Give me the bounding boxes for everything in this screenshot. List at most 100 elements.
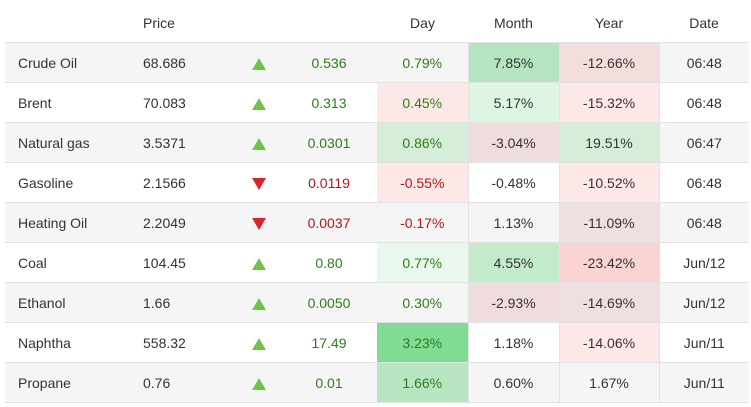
price-value: 558.32: [137, 322, 237, 363]
header-row: Price Day Month Year Date: [5, 3, 749, 43]
update-date: Jun/12: [658, 242, 749, 283]
change-value: 0.0050: [281, 282, 377, 323]
change-value: 0.313: [281, 82, 377, 123]
year-change: -10.52%: [558, 162, 659, 203]
arrow-down-icon: [252, 177, 266, 190]
month-change: -2.93%: [467, 282, 559, 323]
update-date: 06:48: [658, 202, 749, 243]
update-date: 06:48: [658, 162, 749, 203]
direction-cell: [237, 122, 281, 163]
commodity-name[interactable]: Brent: [5, 82, 137, 123]
direction-cell: [237, 322, 281, 363]
month-change: 0.60%: [467, 362, 559, 403]
commodity-name[interactable]: Propane: [5, 362, 137, 403]
arrow-up-icon: [252, 97, 266, 110]
header-day[interactable]: Day: [410, 14, 435, 31]
header-change: [281, 3, 377, 43]
header-month[interactable]: Month: [494, 14, 533, 31]
direction-cell: [237, 282, 281, 323]
table-row[interactable]: Naphtha 558.32 17.49 3.23% 1.18% -14.06% Jun/1…: [5, 322, 749, 363]
arrow-up-icon: [252, 57, 266, 70]
change-value: 0.0037: [281, 202, 377, 243]
table-row[interactable]: Natural gas 3.5371 0.0301 0.86% -3.04% 19.51%…: [5, 122, 749, 163]
commodity-name[interactable]: Naphtha: [5, 322, 137, 363]
table-row[interactable]: Heating Oil 2.2049 0.0037 -0.17% 1.13% -11.09…: [5, 202, 749, 243]
direction-cell: [237, 202, 281, 243]
month-change: 7.85%: [467, 42, 559, 83]
header-year[interactable]: Year: [594, 14, 624, 31]
direction-cell: [237, 162, 281, 203]
header-name: [5, 3, 137, 43]
change-value: 0.80: [281, 242, 377, 283]
month-change: -0.48%: [467, 162, 559, 203]
direction-cell: [237, 242, 281, 283]
update-date: Jun/12: [658, 282, 749, 323]
header-arrow: [237, 3, 281, 43]
day-change: -0.55%: [377, 162, 468, 203]
day-change: 0.77%: [377, 242, 468, 283]
year-change: 19.51%: [558, 122, 659, 163]
day-change: 0.79%: [377, 42, 468, 83]
table-row[interactable]: Propane 0.76 0.01 1.66% 0.60% 1.67% Jun/11: [5, 362, 749, 403]
update-date: 06:47: [658, 122, 749, 163]
day-change: 1.66%: [377, 362, 468, 403]
update-date: 06:48: [658, 42, 749, 83]
arrow-up-icon: [252, 257, 266, 270]
month-change: 5.17%: [467, 82, 559, 123]
month-change: 1.13%: [467, 202, 559, 243]
commodity-name[interactable]: Coal: [5, 242, 137, 283]
change-value: 0.0119: [281, 162, 377, 203]
update-date: Jun/11: [658, 322, 749, 363]
table-row[interactable]: Gasoline 2.1566 0.0119 -0.55% -0.48% -10.52% 0…: [5, 162, 749, 203]
day-change: -0.17%: [377, 202, 468, 243]
commodity-name[interactable]: Crude Oil: [5, 42, 137, 83]
table-row[interactable]: Brent 70.083 0.313 0.45% 5.17% -15.32% 06:48: [5, 82, 749, 123]
month-change: -3.04%: [467, 122, 559, 163]
change-value: 0.0301: [281, 122, 377, 163]
arrow-up-icon: [252, 377, 266, 390]
year-change: -12.66%: [558, 42, 659, 83]
header-date[interactable]: Date: [689, 14, 719, 31]
price-value: 2.1566: [137, 162, 237, 203]
day-change: 0.30%: [377, 282, 468, 323]
arrow-up-icon: [252, 297, 266, 310]
month-change: 4.55%: [467, 242, 559, 283]
header-price[interactable]: Price: [143, 14, 175, 31]
direction-cell: [237, 362, 281, 403]
price-value: 3.5371: [137, 122, 237, 163]
year-change: -14.06%: [558, 322, 659, 363]
price-value: 2.2049: [137, 202, 237, 243]
table-row[interactable]: Ethanol 1.66 0.0050 0.30% -2.93% -14.69% Jun/1…: [5, 282, 749, 323]
arrow-up-icon: [252, 137, 266, 150]
change-value: 0.536: [281, 42, 377, 83]
update-date: 06:48: [658, 82, 749, 123]
year-change: -23.42%: [558, 242, 659, 283]
commodities-table: Price Day Month Year Date Crude Oil 68.68…: [5, 3, 749, 403]
commodity-name[interactable]: Gasoline: [5, 162, 137, 203]
year-change: 1.67%: [558, 362, 659, 403]
price-value: 68.686: [137, 42, 237, 83]
day-change: 3.23%: [377, 322, 468, 363]
direction-cell: [237, 42, 281, 83]
commodity-name[interactable]: Natural gas: [5, 122, 137, 163]
commodity-name[interactable]: Heating Oil: [5, 202, 137, 243]
commodity-name[interactable]: Ethanol: [5, 282, 137, 323]
price-value: 104.45: [137, 242, 237, 283]
price-value: 0.76: [137, 362, 237, 403]
price-value: 1.66: [137, 282, 237, 323]
month-change: 1.18%: [467, 322, 559, 363]
year-change: -15.32%: [558, 82, 659, 123]
change-value: 17.49: [281, 322, 377, 363]
table-row[interactable]: Coal 104.45 0.80 0.77% 4.55% -23.42% Jun/12: [5, 242, 749, 283]
update-date: Jun/11: [658, 362, 749, 403]
change-value: 0.01: [281, 362, 377, 403]
day-change: 0.45%: [377, 82, 468, 123]
year-change: -11.09%: [558, 202, 659, 243]
year-change: -14.69%: [558, 282, 659, 323]
price-value: 70.083: [137, 82, 237, 123]
arrow-up-icon: [252, 337, 266, 350]
day-change: 0.86%: [377, 122, 468, 163]
table-row[interactable]: Crude Oil 68.686 0.536 0.79% 7.85% -12.66% 06:…: [5, 42, 749, 83]
direction-cell: [237, 82, 281, 123]
arrow-down-icon: [252, 217, 266, 230]
